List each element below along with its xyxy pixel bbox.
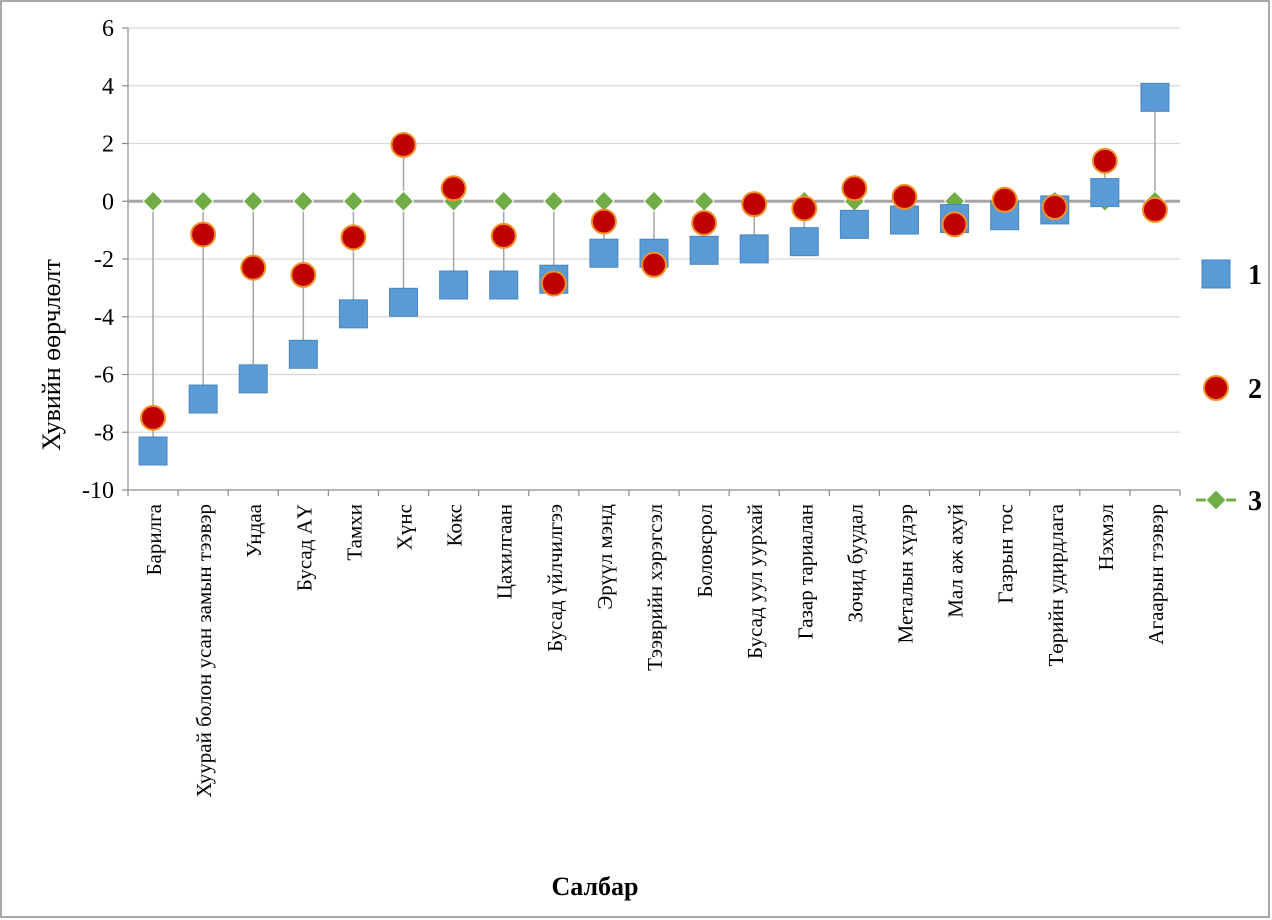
x-category-label: Бусад АҮ — [292, 504, 316, 591]
series-3-point — [543, 190, 565, 212]
series-3-point — [192, 190, 214, 212]
series-1-point — [389, 287, 419, 317]
x-category-label: Агаарын тээвэр — [1144, 504, 1168, 645]
series-1-point — [839, 209, 869, 239]
legend-marker-1 — [1201, 259, 1231, 289]
y-tick-label: 6 — [102, 16, 114, 42]
x-category-label: Боловсрол — [693, 504, 717, 598]
legend: 1 2 3 — [1196, 259, 1262, 517]
x-category-label: Металын хүдэр — [893, 504, 917, 643]
x-category-label: Цахилгаан — [493, 504, 517, 599]
series-1-point — [489, 270, 519, 300]
x-category-label: Газрын тос — [994, 504, 1018, 604]
series-2-point — [590, 208, 617, 235]
series-1-point — [288, 339, 318, 369]
y-tick-label: 4 — [102, 74, 114, 100]
y-tick-labels: 6 4 2 0 -2 -4 -6 -8 -10 — [82, 16, 114, 504]
series-2-point — [240, 254, 267, 281]
y-tick-label: 0 — [102, 189, 114, 215]
series-3-point — [392, 190, 415, 212]
series-1-point — [188, 384, 218, 414]
legend-marker-3 — [1205, 489, 1227, 511]
x-category-label: Тээврийн хэрэгсэл — [643, 504, 667, 671]
series-1-point — [1090, 178, 1120, 208]
x-category-label: Ундаа — [242, 503, 266, 557]
x-category-label: Эрүүл мэнд — [593, 504, 617, 610]
series-2-point — [941, 211, 968, 238]
series-2-point — [490, 222, 517, 249]
y-axis-title: Хувийн өөрчлөлт — [37, 259, 66, 451]
legend-label-2: 2 — [1248, 374, 1262, 405]
series-3-point — [493, 190, 515, 212]
series-1-markers — [138, 82, 1170, 466]
series-3-point — [142, 190, 164, 212]
series-3-point — [643, 190, 665, 212]
y-tick-label: -2 — [94, 247, 114, 273]
x-axis-title: Салбар — [551, 872, 638, 901]
x-category-label: Кокс — [443, 504, 467, 546]
series-2-point — [140, 404, 167, 431]
series-3-point — [342, 190, 365, 212]
x-category-label: Нэхмэл — [1094, 504, 1118, 571]
series-2-point — [891, 183, 918, 210]
series-1-point — [439, 270, 469, 300]
y-tick-label: 2 — [102, 132, 114, 158]
series-2-point — [340, 224, 367, 251]
series-3-point — [242, 190, 264, 212]
y-tick-label: -6 — [94, 363, 114, 389]
series-1-point — [739, 234, 769, 264]
series-1-point — [689, 235, 719, 265]
x-category-label: Тамхи — [342, 504, 366, 561]
x-category-label: Газар тариалан — [793, 504, 817, 639]
series-2-point — [290, 261, 317, 288]
y-tick-label: -8 — [94, 420, 114, 446]
series-2-point — [841, 175, 868, 202]
x-category-label: Барилга — [142, 503, 166, 575]
series-1-point — [589, 238, 619, 268]
series-1-point — [789, 227, 819, 257]
series-1-point — [238, 364, 268, 394]
legend-marker-2 — [1203, 375, 1229, 401]
x-category-labels: Барилга Хуурай болон усан замын тээвэр Унд… — [142, 503, 1168, 797]
x-category-label: Мал аж ахуй — [944, 504, 968, 618]
series-2-point — [390, 131, 417, 158]
series-2-point — [991, 186, 1018, 213]
legend-label-3: 3 — [1248, 486, 1262, 517]
series-2-point — [691, 209, 718, 236]
y-tick-label: -10 — [82, 478, 114, 504]
x-category-label: Хуурай болон усан замын тээвэр — [192, 504, 216, 798]
x-category-label: Зочид буудал — [843, 504, 867, 622]
x-category-label: Хүнс — [393, 504, 417, 550]
series-1-point — [338, 299, 368, 329]
series-2-point — [540, 270, 567, 297]
series-1-point — [138, 436, 168, 466]
series-2-markers — [140, 131, 1168, 431]
series-2-point — [1041, 194, 1068, 221]
legend-label-1: 1 — [1248, 260, 1262, 291]
x-category-label: Бусад үйлчилгээ — [543, 504, 567, 652]
x-category-label: Төрийн удирдлага — [1044, 503, 1068, 666]
series-2-point — [791, 195, 818, 222]
series-2-point — [1091, 147, 1118, 174]
series-1-point — [1140, 82, 1170, 112]
x-category-label: Бусад уул уурхай — [743, 504, 767, 659]
series-2-point — [440, 175, 467, 202]
series-1-point — [889, 205, 919, 235]
y-tick-label: -4 — [94, 305, 114, 331]
series-2-point — [741, 191, 768, 218]
series-2-point — [641, 251, 667, 278]
series-2-point — [1141, 196, 1168, 223]
series-2-point — [190, 221, 217, 248]
series-3-point — [292, 190, 315, 212]
